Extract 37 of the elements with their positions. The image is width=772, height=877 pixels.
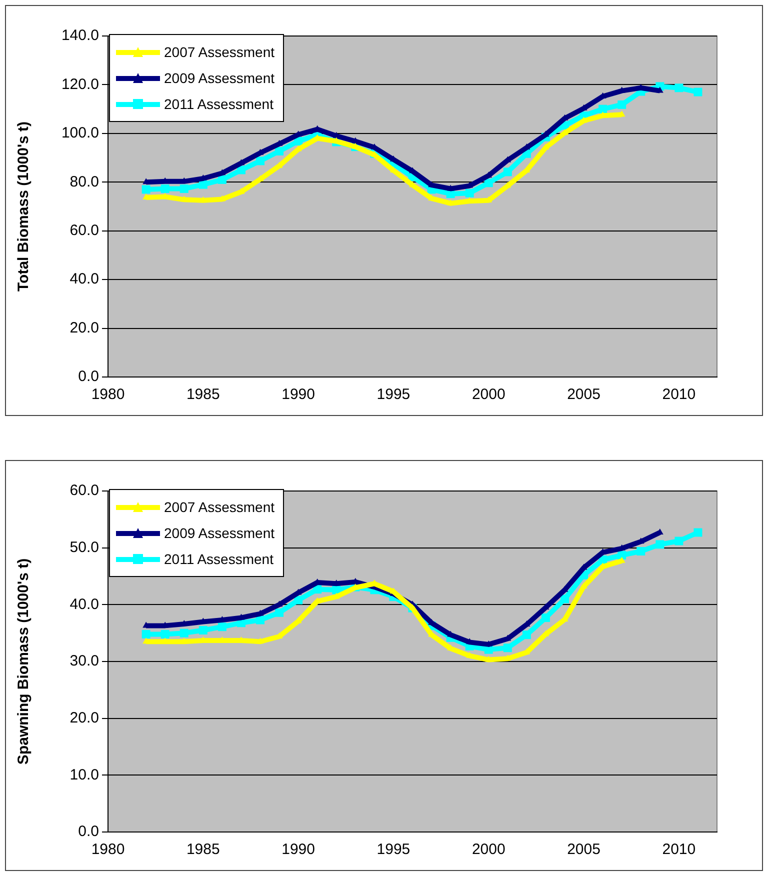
x-tick-label: 1980	[91, 841, 125, 858]
legend-label: 2011 Assessment	[164, 96, 274, 112]
y-tick-label: 50.0	[70, 538, 99, 556]
x-tick-label: 2010	[662, 386, 696, 404]
y-tick-label: 40.0	[70, 270, 99, 288]
y-tick-label: 20.0	[70, 319, 99, 336]
y-tick-label: 40.0	[70, 596, 99, 613]
x-tick-label: 1995	[376, 841, 410, 858]
x-tick-label: 1985	[186, 386, 220, 404]
x-tick-label: 1995	[376, 386, 410, 404]
x-tick-label: 1980	[91, 386, 125, 404]
x-tick-label: 2000	[472, 386, 506, 404]
y-tick-label: 140.0	[61, 27, 99, 44]
y-tick-label: 0.0	[78, 823, 99, 840]
y-tick-label: 60.0	[70, 482, 99, 500]
x-tick-label: 1985	[186, 841, 220, 858]
y-tick-label: 10.0	[70, 766, 99, 784]
y-tick-label: 30.0	[70, 652, 99, 670]
y-axis-title: Spawning Biomass (1000's t)	[15, 558, 32, 765]
legend-label: 2007 Assessment	[164, 44, 275, 60]
x-tick-label: 2010	[662, 841, 696, 858]
legend-label: 2011 Assessment	[164, 551, 274, 567]
x-tick-label: 2000	[472, 841, 506, 858]
legend-label: 2009 Assessment	[164, 525, 275, 541]
legend-label: 2007 Assessment	[164, 499, 275, 515]
y-tick-label: 80.0	[70, 173, 99, 190]
x-tick-label: 1990	[282, 386, 315, 404]
y-tick-label: 60.0	[70, 222, 99, 239]
y-tick-label: 0.0	[78, 368, 99, 386]
legend-label: 2009 Assessment	[164, 70, 275, 86]
y-tick-label: 100.0	[61, 124, 99, 142]
y-tick-label: 120.0	[61, 76, 99, 93]
x-tick-label: 2005	[567, 386, 600, 404]
x-tick-label: 2005	[567, 841, 600, 858]
y-tick-label: 20.0	[70, 709, 99, 726]
y-axis-title: Total Biomass (1000's t)	[15, 121, 32, 292]
x-tick-label: 1990	[282, 841, 315, 858]
